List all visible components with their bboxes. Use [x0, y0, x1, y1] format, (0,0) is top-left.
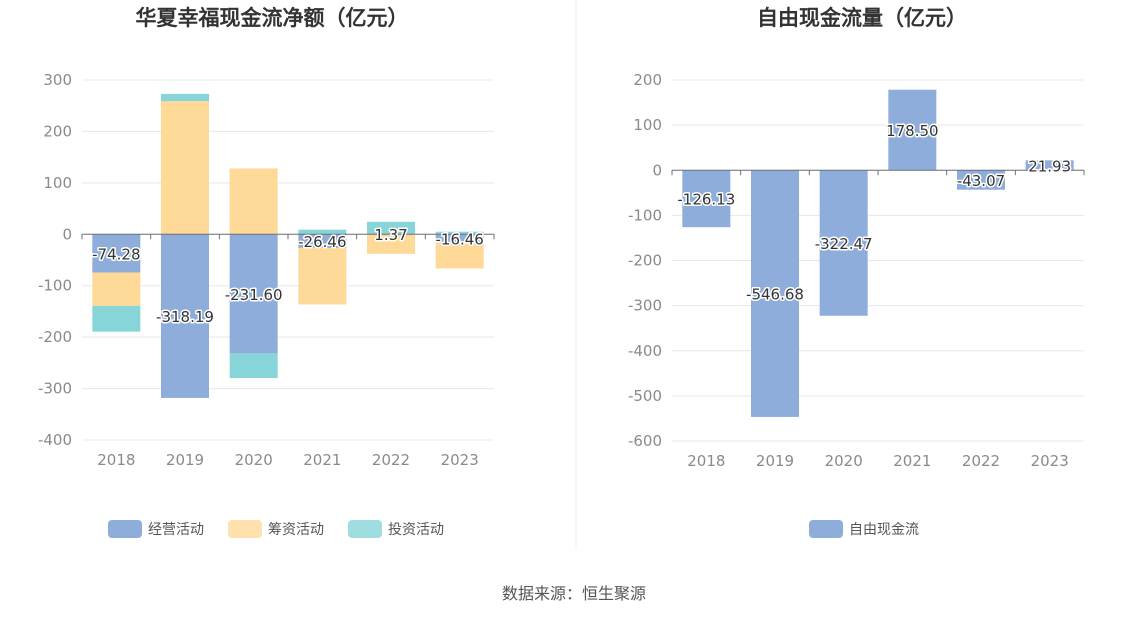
bar	[435, 242, 484, 269]
y-tick-label: -600	[628, 432, 662, 450]
bar	[229, 353, 278, 379]
data-label: -26.46	[298, 233, 346, 251]
y-tick-label: -300	[628, 297, 662, 315]
legend-swatch	[809, 520, 843, 538]
y-tick-label: 200	[633, 71, 662, 89]
bar	[435, 234, 484, 243]
data-label: -43.07	[957, 172, 1005, 190]
x-tick-label: 2023	[1031, 452, 1069, 470]
y-tick-label: 300	[43, 71, 72, 89]
x-tick-label: 2020	[825, 452, 863, 470]
data-label: -231.60	[225, 286, 283, 304]
legend-swatch	[348, 520, 382, 538]
cashflow-net-chart: 华夏幸福现金流净额（亿元） 300 200 100 0 -100 -200 -300 -400 2…	[38, 6, 495, 538]
bar	[161, 93, 209, 102]
y-tick-label: -300	[38, 380, 72, 398]
y-tick-label: 0	[652, 161, 662, 179]
data-label: 1.37	[374, 226, 407, 244]
bar	[819, 170, 868, 316]
y-tick-label: -100	[38, 277, 72, 295]
x-tick-label: 2023	[441, 451, 479, 469]
bar	[957, 170, 1005, 190]
y-tick-label: 100	[43, 174, 72, 192]
bar	[92, 234, 141, 273]
data-label: -16.46	[435, 231, 483, 249]
bar	[367, 221, 415, 234]
data-source-note: 数据来源：恒生聚源	[501, 584, 646, 603]
bar	[92, 305, 141, 332]
y-tick-label: -200	[628, 252, 662, 270]
x-tick-label: 2022	[962, 452, 1000, 470]
bar	[229, 234, 278, 354]
bar	[682, 170, 731, 228]
data-label: 21.93	[1028, 157, 1071, 175]
bar	[298, 247, 347, 305]
legend-label: 经营活动	[148, 522, 204, 538]
bar	[229, 168, 278, 235]
bar	[298, 229, 347, 235]
y-tick-label: 100	[633, 116, 662, 134]
data-label: -318.19	[156, 308, 214, 326]
legend-label: 筹资活动	[268, 521, 324, 538]
bar	[751, 170, 799, 417]
x-tick-label: 2019	[756, 452, 794, 470]
y-tick-label: -100	[628, 206, 662, 224]
bar	[298, 234, 347, 248]
x-tick-label: 2021	[893, 452, 931, 470]
bar	[367, 234, 415, 254]
x-tick-label: 2020	[235, 451, 273, 469]
x-tick-label: 2018	[687, 452, 725, 470]
data-label: -322.47	[815, 235, 873, 253]
x-tick-label: 2018	[97, 451, 135, 469]
bar	[161, 234, 209, 398]
data-label: -74.28	[92, 245, 140, 263]
legend-swatch	[108, 520, 142, 538]
data-label: -126.13	[677, 191, 735, 209]
y-tick-label: -500	[628, 387, 662, 405]
x-tick-label: 2021	[303, 451, 341, 469]
bar	[1025, 160, 1074, 171]
bar	[435, 231, 484, 235]
y-tick-label: -400	[628, 342, 662, 360]
data-label: -546.68	[746, 286, 804, 304]
legend-label: 自由现金流	[849, 522, 919, 538]
free-cashflow-chart: 自由现金流量（亿元） 200 100 0 -100 -200 -300 -400 -500 -60…	[628, 6, 1085, 538]
y-tick-label: 0	[62, 225, 72, 243]
legend-swatch	[228, 520, 262, 538]
y-tick-label: 200	[43, 122, 72, 140]
y-tick-label: -200	[38, 328, 72, 346]
x-tick-label: 2022	[372, 451, 410, 469]
chart-title: 华夏幸福现金流净额（亿元）	[136, 6, 409, 30]
bar	[161, 101, 209, 235]
y-tick-label: -400	[38, 431, 72, 449]
bar	[92, 272, 141, 306]
bar	[888, 89, 937, 171]
x-tick-label: 2019	[166, 451, 204, 469]
data-label: 178.50	[886, 122, 939, 140]
chart-title: 自由现金流量（亿元）	[757, 6, 967, 30]
legend-label: 投资活动	[388, 522, 444, 538]
